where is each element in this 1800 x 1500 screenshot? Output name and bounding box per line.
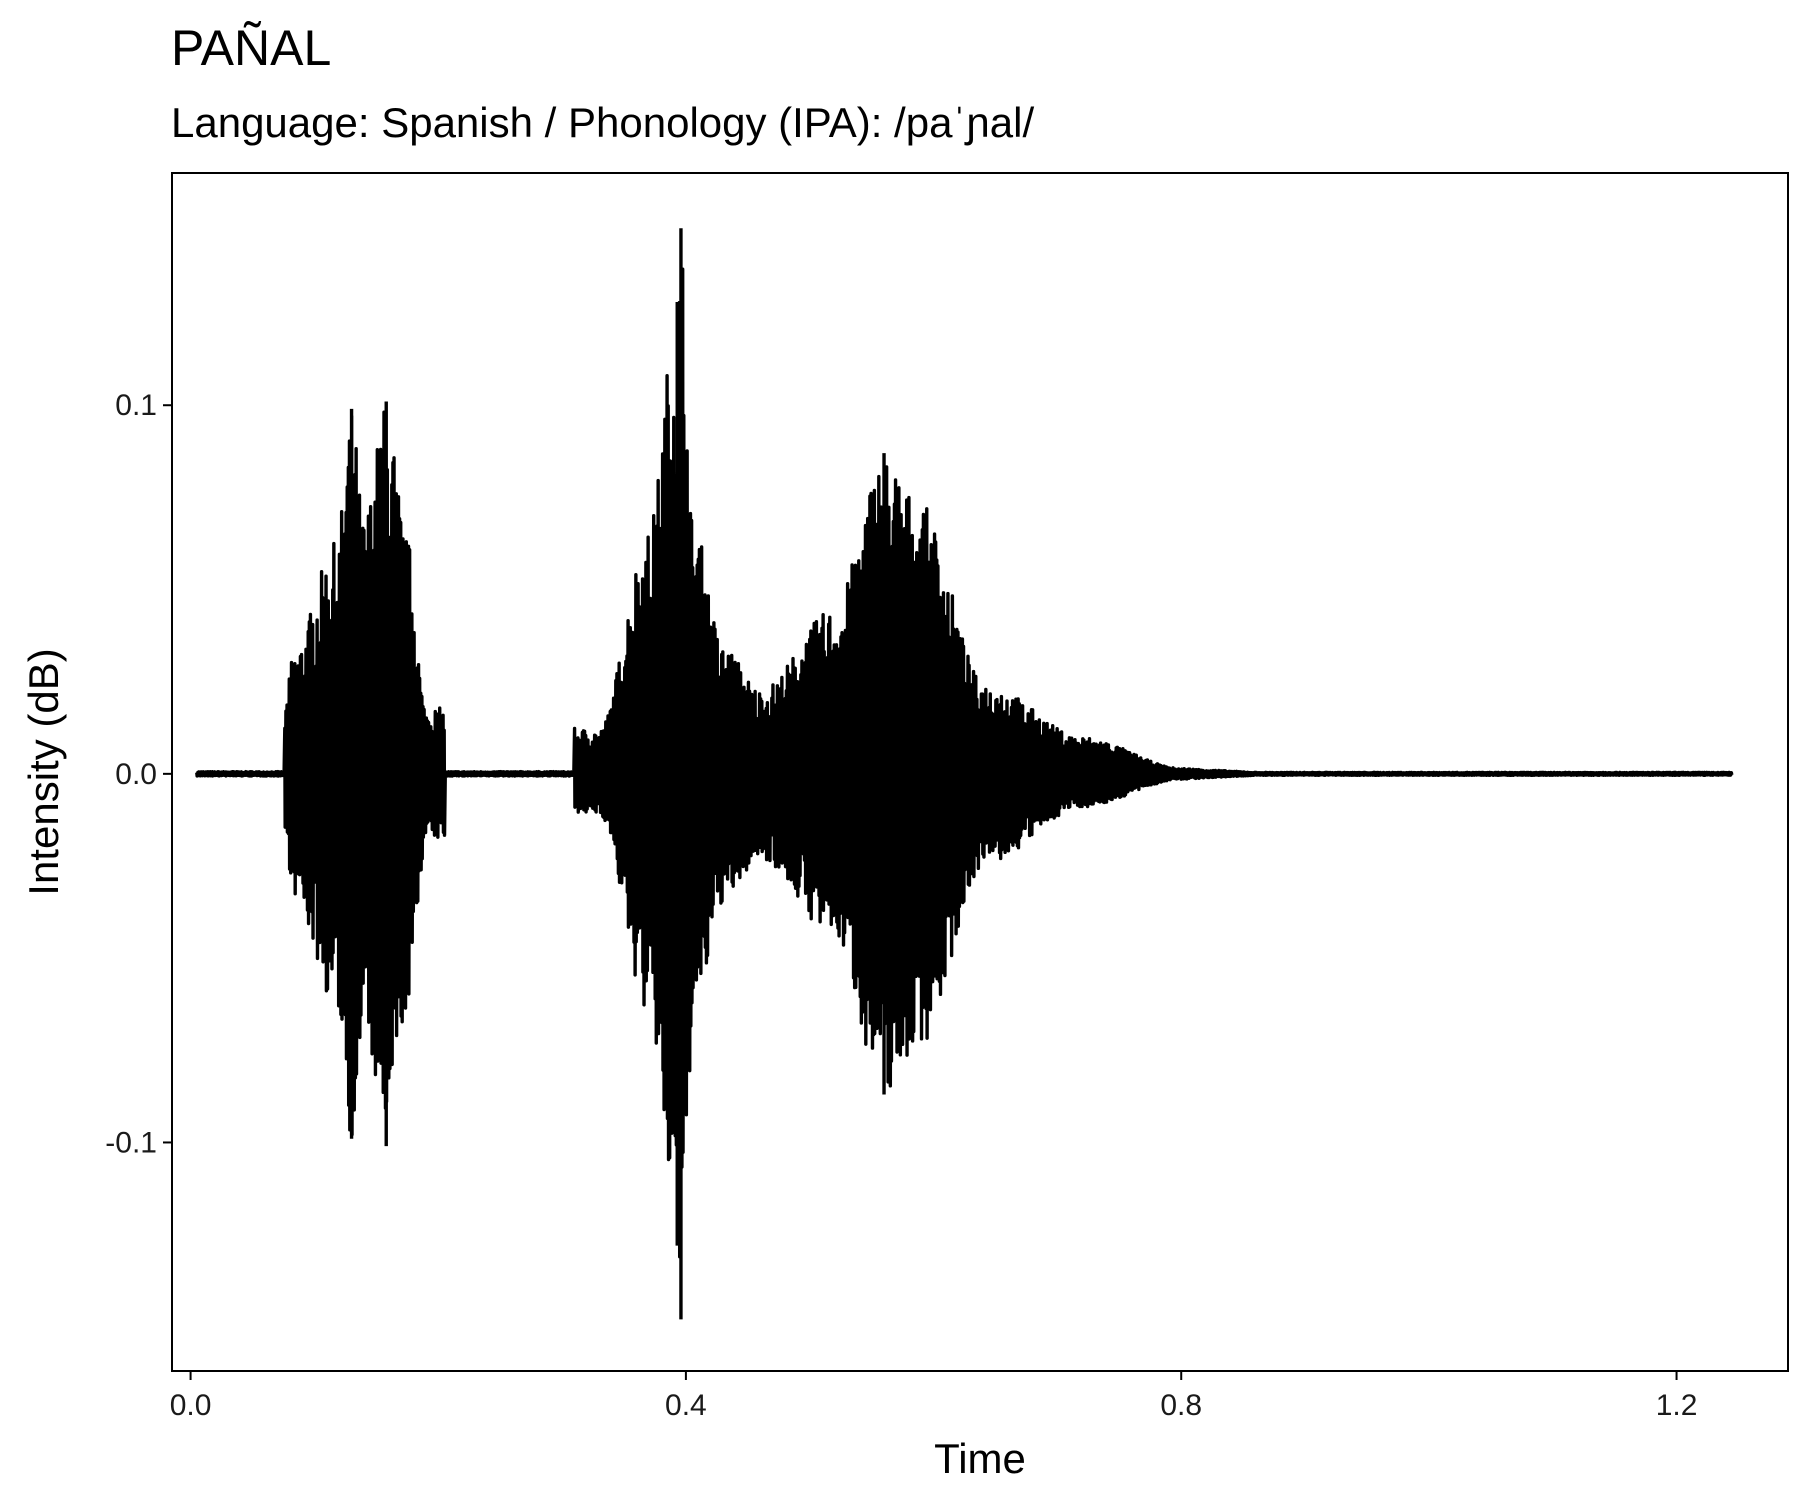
y-axis: 0.1 0.0 -0.1 bbox=[105, 389, 172, 1159]
x-axis-title: Time bbox=[934, 1435, 1026, 1482]
y-tick-label: -0.1 bbox=[105, 1126, 157, 1159]
x-tick-label: 0.4 bbox=[665, 1389, 707, 1422]
x-tick-label: 0.8 bbox=[1160, 1389, 1202, 1422]
chart-subtitle: Language: Spanish / Phonology (IPA): /pa… bbox=[171, 99, 1034, 146]
y-axis-title: Intensity (dB) bbox=[20, 648, 67, 895]
x-tick-label: 1.2 bbox=[1656, 1389, 1698, 1422]
x-axis: 0.0 0.4 0.8 1.2 bbox=[170, 1371, 1698, 1422]
plot-panel bbox=[171, 172, 1789, 1372]
y-tick-label: 0.1 bbox=[115, 389, 157, 422]
chart-title: PAÑAL bbox=[171, 20, 331, 76]
x-tick-label: 0.0 bbox=[170, 1389, 212, 1422]
y-tick-label: 0.0 bbox=[115, 758, 157, 791]
waveform-group bbox=[195, 228, 1734, 1320]
